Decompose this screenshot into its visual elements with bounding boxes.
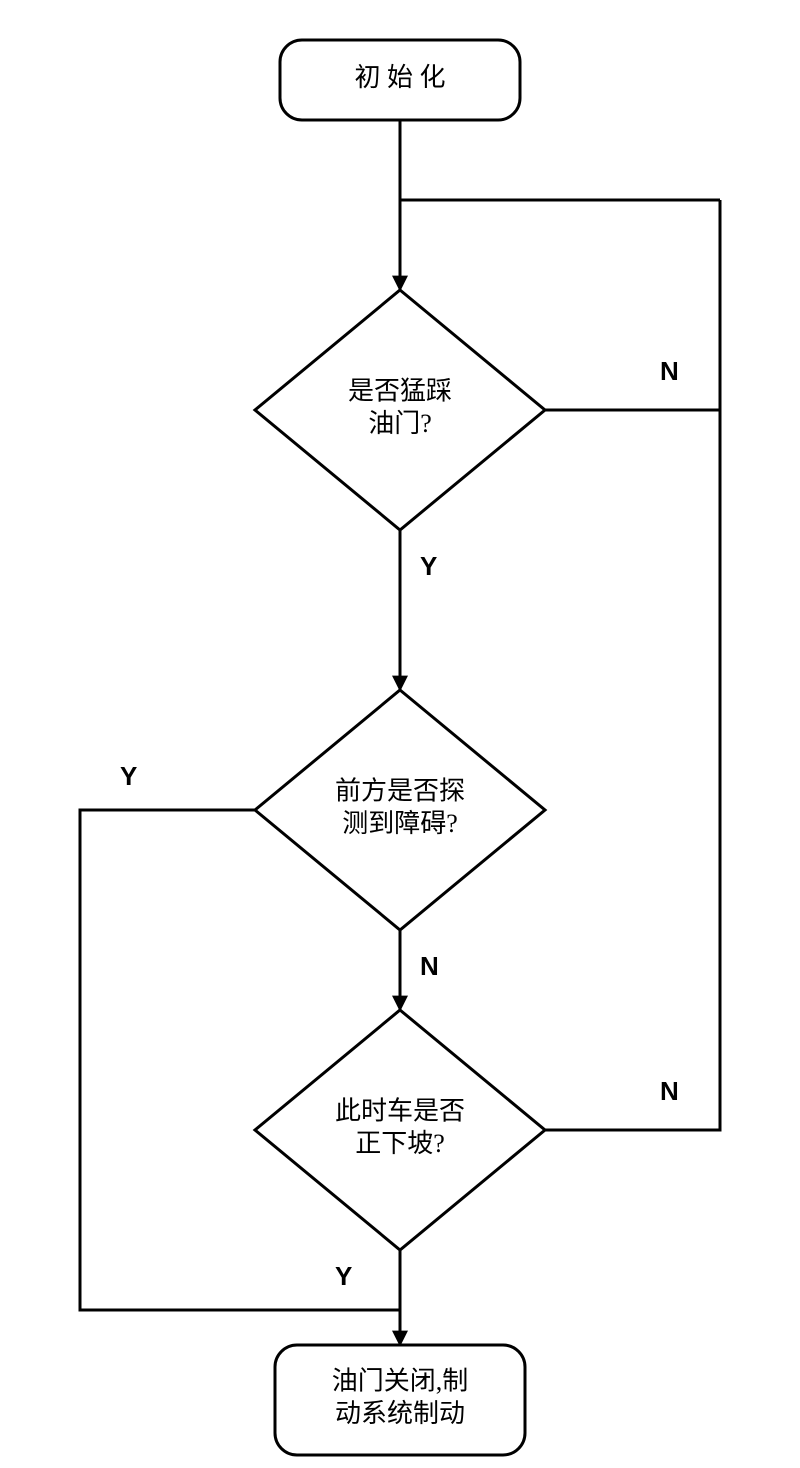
node-d1: 是否猛踩油门? bbox=[255, 290, 545, 530]
node-text-d2-0: 前方是否探 bbox=[335, 777, 465, 806]
node-d3: 此时车是否正下坡? bbox=[255, 1010, 545, 1250]
edge-label-d3-y: Y bbox=[335, 1261, 352, 1291]
node-d2: 前方是否探测到障碍? bbox=[255, 690, 545, 930]
edge-label-d3-n: N bbox=[660, 1076, 679, 1106]
node-end: 油门关闭,制动系统制动 bbox=[275, 1345, 525, 1455]
node-text-end-1: 动系统制动 bbox=[335, 1399, 465, 1428]
node-text-d3-0: 此时车是否 bbox=[335, 1097, 465, 1126]
node-init: 初 始 化 bbox=[280, 40, 520, 120]
edge-label-d2-y: Y bbox=[120, 761, 137, 791]
node-text-d1-0: 是否猛踩 bbox=[348, 377, 452, 406]
edge-d1-n bbox=[545, 200, 720, 410]
edge-label-d2-n: N bbox=[420, 951, 439, 981]
node-text-end-0: 油门关闭,制 bbox=[332, 1367, 469, 1396]
edge-d3-n bbox=[545, 410, 720, 1130]
edge-label-d1-y: Y bbox=[420, 551, 437, 581]
node-text-d2-1: 测到障碍? bbox=[342, 809, 458, 838]
node-text-d3-1: 正下坡? bbox=[355, 1129, 445, 1158]
edge-label-d1-n: N bbox=[660, 356, 679, 386]
node-text-d1-1: 油门? bbox=[368, 409, 432, 438]
node-text-init-0: 初 始 化 bbox=[354, 63, 445, 92]
